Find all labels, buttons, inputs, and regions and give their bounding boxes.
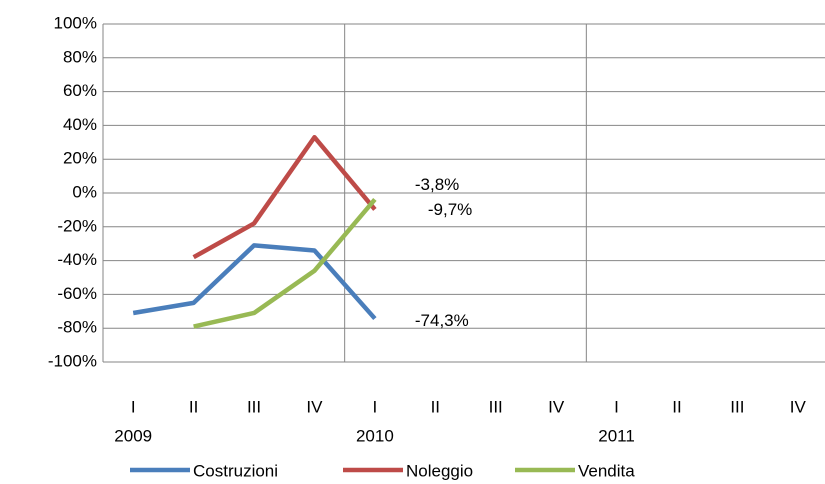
y-tick-label: 100% <box>54 13 97 32</box>
data-label: -74,3% <box>415 311 469 330</box>
x-tick-label: II <box>431 397 440 416</box>
legend-label: Vendita <box>578 461 635 480</box>
y-tick-label: 40% <box>63 115 97 134</box>
group-label: 2011 <box>598 426 635 445</box>
y-tick-label: 0% <box>72 182 97 201</box>
series-line <box>193 197 377 329</box>
legend-label: Costruzioni <box>193 461 278 480</box>
data-label: -9,7% <box>428 200 472 219</box>
x-tick-label: IV <box>306 397 323 416</box>
y-tick-label: 60% <box>63 81 97 100</box>
group-label: 2009 <box>114 426 152 445</box>
x-tick-label: III <box>489 397 503 416</box>
legend-label: Noleggio <box>406 461 473 480</box>
y-tick-label: -20% <box>57 216 97 235</box>
x-tick-label: I <box>373 397 378 416</box>
y-tick-label: -60% <box>57 284 97 303</box>
x-tick-label: II <box>189 397 198 416</box>
series-line <box>132 243 377 321</box>
x-tick-label: IV <box>790 397 807 416</box>
x-tick-label: IV <box>548 397 565 416</box>
x-tick-label: I <box>131 397 136 416</box>
x-tick-label: II <box>672 397 681 416</box>
y-tick-label: -40% <box>57 250 97 269</box>
data-label: -3,8% <box>415 175 459 194</box>
y-tick-label: -80% <box>57 318 97 337</box>
group-label: 2010 <box>356 426 394 445</box>
series-line <box>192 134 377 260</box>
y-tick-label: 20% <box>63 149 97 168</box>
x-tick-label: I <box>614 397 619 416</box>
x-tick-label: III <box>247 397 261 416</box>
x-tick-label: III <box>730 397 744 416</box>
y-tick-label: 80% <box>63 47 97 66</box>
y-tick-label: -100% <box>48 351 97 370</box>
